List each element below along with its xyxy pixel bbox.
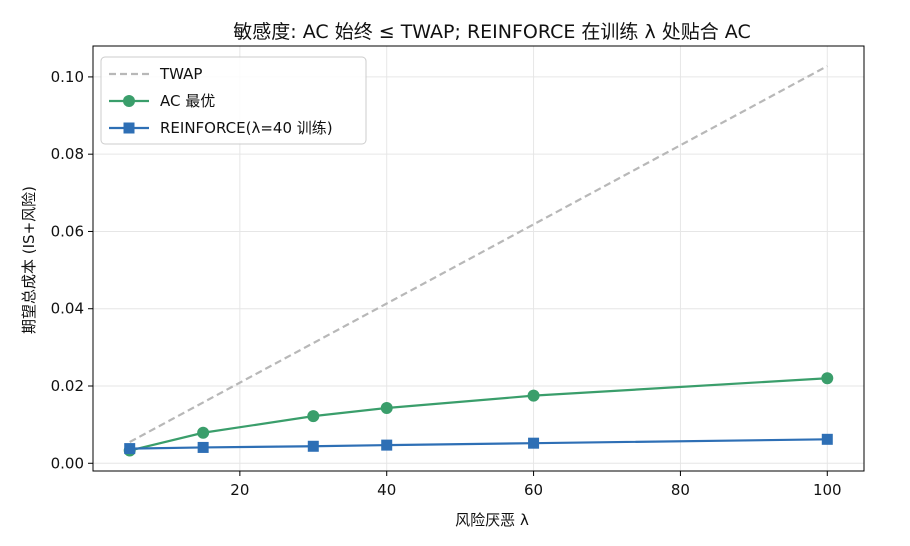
legend-marker xyxy=(123,95,135,107)
ticks: 20 40 60 80 100 0.00 0.02 0.04 0.06 0.08 0.10 xyxy=(51,68,842,499)
data-point xyxy=(381,439,393,451)
x-tick-label: 80 xyxy=(671,481,690,499)
y-tick-label: 0.04 xyxy=(51,300,84,318)
x-tick-label: 40 xyxy=(377,481,396,499)
legend-marker xyxy=(123,122,135,134)
data-point xyxy=(821,372,834,385)
data-point xyxy=(197,441,209,453)
data-point xyxy=(307,410,320,423)
legend-label: TWAP xyxy=(159,65,202,83)
plot-frame xyxy=(92,45,865,472)
legend: TWAP AC 最优 REINFORCE(λ=40 训练) xyxy=(100,56,367,145)
legend-label: AC 最优 xyxy=(160,92,215,110)
y-tick-label: 0.06 xyxy=(51,222,84,240)
y-tick-label: 0.10 xyxy=(51,68,84,86)
data-point xyxy=(528,437,540,449)
series-0 xyxy=(129,65,828,443)
data-point xyxy=(197,426,210,439)
y-axis-title: 期望总成本 (IS+风险) xyxy=(20,186,38,334)
x-tick-label: 20 xyxy=(230,481,249,499)
y-tick-label: 0.02 xyxy=(51,377,84,395)
x-axis-title: 风险厌恶 λ xyxy=(455,511,529,529)
data-point xyxy=(307,440,319,452)
data-point xyxy=(821,433,833,445)
chart-title: 敏感度: AC 始终 ≤ TWAP; REINFORCE 在训练 λ 处贴合 A… xyxy=(233,21,750,43)
series-line xyxy=(129,438,828,450)
data-point xyxy=(527,389,540,402)
y-tick-label: 0.08 xyxy=(51,145,84,163)
series-line xyxy=(129,377,828,452)
series-line xyxy=(129,65,828,443)
data-point xyxy=(380,402,393,415)
legend-box xyxy=(100,56,367,145)
legend-label: REINFORCE(λ=40 训练) xyxy=(160,119,333,137)
x-tick-label: 60 xyxy=(524,481,543,499)
series-2 xyxy=(124,433,833,455)
data-point xyxy=(124,443,136,455)
series-layer xyxy=(123,65,834,457)
x-tick-label: 100 xyxy=(813,481,842,499)
y-tick-label: 0.00 xyxy=(51,454,84,472)
